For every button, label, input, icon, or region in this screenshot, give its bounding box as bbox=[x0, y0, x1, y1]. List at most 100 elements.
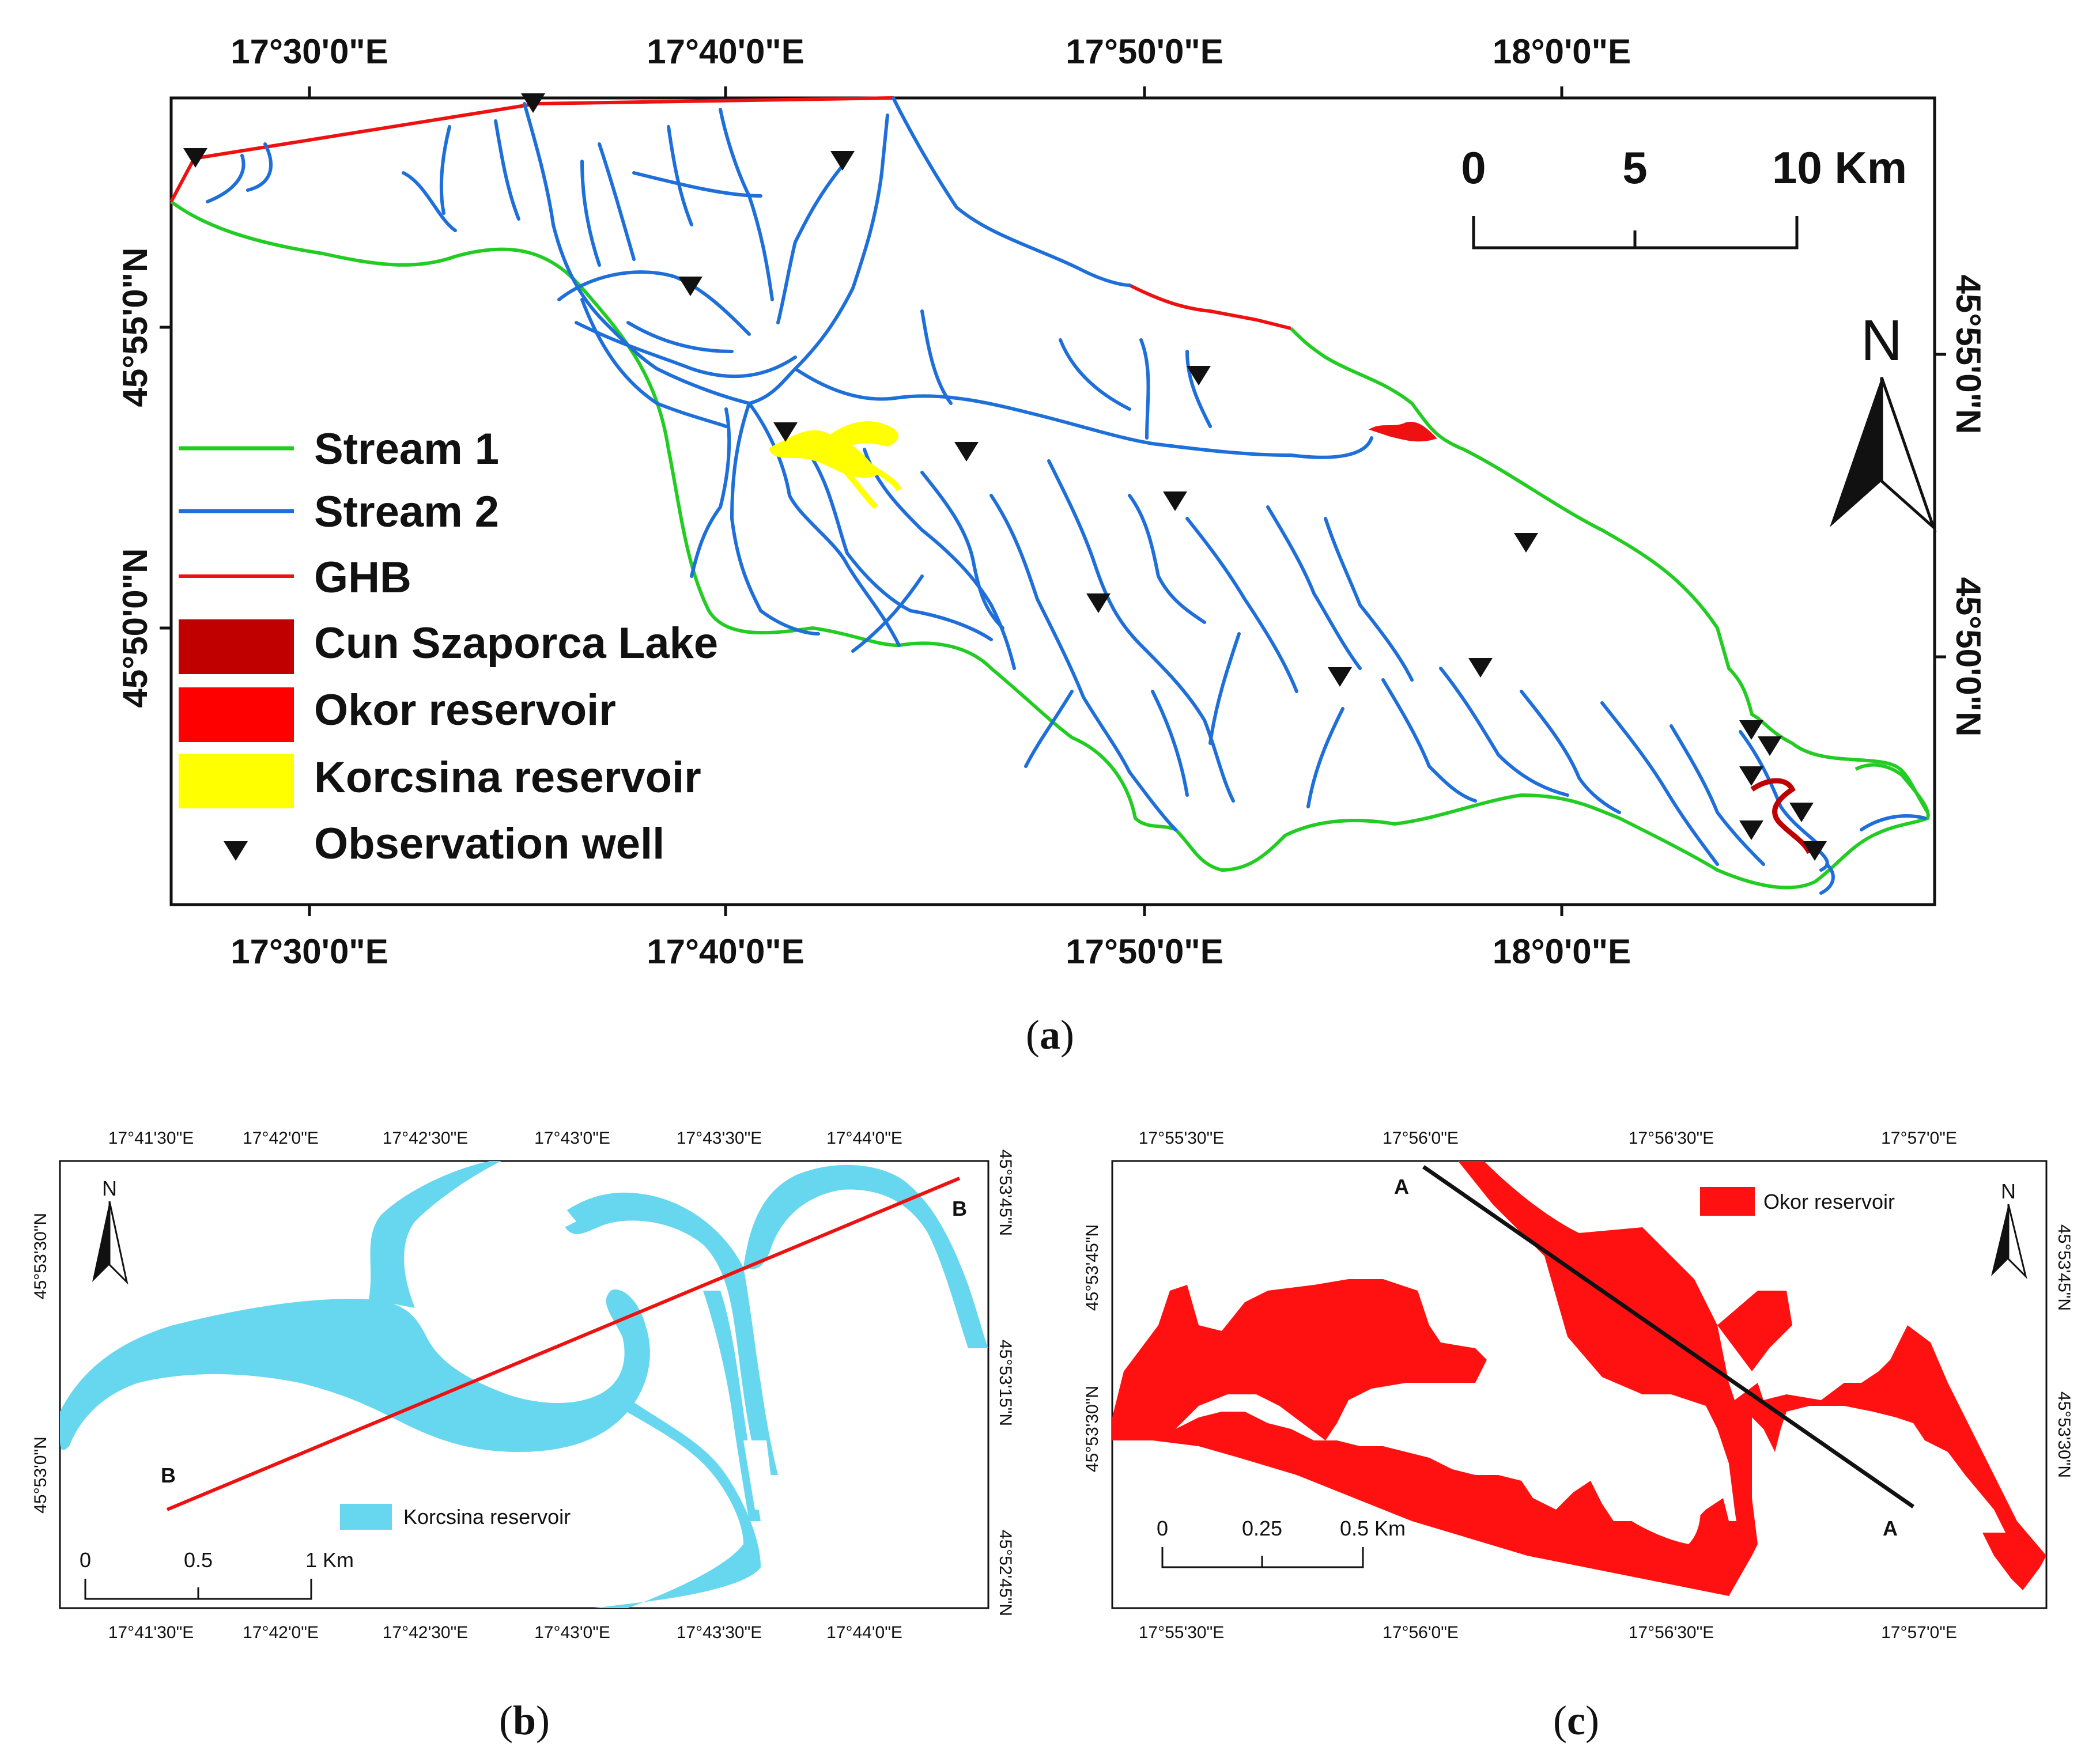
panel-b-caption: (b) bbox=[499, 1697, 550, 1744]
section-label-a-end: A bbox=[1883, 1516, 1898, 1540]
observation-well-marker bbox=[1803, 841, 1827, 861]
observation-well-marker bbox=[1468, 658, 1493, 678]
section-line-b bbox=[166, 1177, 961, 1511]
panel-c-island bbox=[1598, 1400, 1701, 1544]
north-label: N bbox=[1861, 308, 1902, 373]
stream-1-line bbox=[170, 200, 1930, 890]
panel-a-tick-marks bbox=[160, 86, 1946, 916]
legend-label: Cun Szaporca Lake bbox=[314, 619, 718, 668]
panel-b-legend-label: Korcsina reservoir bbox=[403, 1505, 571, 1529]
observation-well-marker bbox=[1187, 366, 1211, 385]
stream-2-network bbox=[206, 96, 1927, 895]
korcsina-reservoir-shape bbox=[60, 1161, 988, 1608]
panel-b-north-arrow-icon bbox=[92, 1201, 109, 1282]
panel-c-right-tick: 45°53'45"N bbox=[2054, 1224, 2073, 1311]
panel-a-frame bbox=[169, 96, 1936, 906]
observation-well-marker bbox=[1514, 533, 1538, 553]
observation-well-marker bbox=[773, 422, 798, 442]
panel-c-caption: (c) bbox=[1553, 1697, 1599, 1744]
panel-c-map: 17°55'30"E 17°56'0"E 17°56'30"E 17°57'0"… bbox=[1083, 1129, 2073, 1744]
panel-b-top-tick: 17°43'30"E bbox=[677, 1129, 762, 1148]
panel-b-bottom-tick: 17°43'0"E bbox=[534, 1623, 610, 1642]
panel-c-legend-label: Okor reservoir bbox=[1763, 1190, 1895, 1213]
panel-c-top-tick: 17°55'30"E bbox=[1139, 1129, 1225, 1148]
legend-swatch-okor bbox=[179, 687, 294, 742]
panel-a-top-tick: 17°50'0"E bbox=[1066, 32, 1223, 71]
panel-c-bottom-tick: 17°56'30"E bbox=[1629, 1623, 1714, 1642]
section-line-a bbox=[1422, 1165, 1914, 1508]
panel-b-top-tick: 17°44'0"E bbox=[826, 1129, 902, 1148]
panel-c-scale-bar bbox=[1161, 1547, 1364, 1568]
panel-a-top-tick: 17°30'0"E bbox=[231, 32, 388, 71]
legend-label: Korcsina reservoir bbox=[314, 753, 701, 802]
panel-c-left-tick: 45°53'30"N bbox=[1083, 1386, 1102, 1472]
panel-a-left-tick: 45°55'0"N bbox=[116, 248, 154, 407]
panel-b-left-tick: 45°53'0"N bbox=[31, 1436, 50, 1513]
panel-b-legend-swatch bbox=[340, 1504, 392, 1530]
panel-b-left-tick: 45°53'30"N bbox=[31, 1213, 50, 1299]
panel-a-bottom-tick: 17°30'0"E bbox=[231, 932, 388, 971]
panel-b-bottom-tick: 17°41'30"E bbox=[108, 1623, 194, 1642]
panel-b-map: 17°41'30"E 17°42'0"E 17°42'30"E 17°43'0"… bbox=[31, 1129, 1015, 1744]
panel-b-bottom-tick: 17°42'0"E bbox=[243, 1623, 319, 1642]
panel-a-bottom-tick: 17°50'0"E bbox=[1066, 932, 1223, 971]
panel-b-top-tick: 17°41'30"E bbox=[108, 1129, 194, 1148]
panel-c-legend-swatch bbox=[1700, 1187, 1755, 1216]
section-label-b-end: B bbox=[952, 1197, 967, 1220]
ghb-northeast-line bbox=[1128, 283, 1291, 330]
panel-b-scale-label: 0.5 bbox=[184, 1548, 213, 1572]
panel-c-top-tick: 17°56'30"E bbox=[1629, 1129, 1714, 1148]
panel-b-right-tick: 45°53'45"N bbox=[996, 1149, 1015, 1236]
legend-swatch-cun-szaporca bbox=[179, 619, 294, 674]
panel-a-right-tick: 45°50'0"N bbox=[1949, 577, 1988, 737]
panel-a-legend: Stream 1 Stream 2 GHB Cun Szaporca Lake … bbox=[179, 425, 718, 868]
panel-c-top-tick: 17°56'0"E bbox=[1383, 1129, 1459, 1148]
legend-label: Stream 1 bbox=[314, 425, 499, 474]
cun-szaporca-lake-patch bbox=[1750, 778, 1812, 854]
panel-c-bottom-tick: 17°56'0"E bbox=[1383, 1623, 1459, 1642]
panel-c-bottom-tick: 17°57'0"E bbox=[1881, 1623, 1957, 1642]
section-label-b-start: B bbox=[161, 1463, 176, 1487]
panel-a-map: 17°30'0"E 17°40'0"E 17°50'0"E 18°0'0"E bbox=[116, 32, 1988, 1058]
panel-a-north-arrow: N bbox=[1830, 308, 1937, 532]
panel-b-bottom-tick: 17°42'30"E bbox=[383, 1623, 469, 1642]
panel-c-north-label: N bbox=[2001, 1179, 2016, 1203]
observation-well-marker bbox=[830, 151, 855, 171]
panel-c-bottom-tick: 17°55'30"E bbox=[1139, 1623, 1225, 1642]
panel-b-top-tick: 17°43'0"E bbox=[534, 1129, 610, 1148]
observation-well-marker bbox=[1758, 736, 1782, 756]
panel-c-right-tick: 45°53'30"N bbox=[2054, 1391, 2073, 1478]
panel-b-right-tick: 45°53'15"N bbox=[996, 1340, 1015, 1426]
panel-a-scale-bar: 0 5 10 Km bbox=[1461, 142, 1907, 249]
legend-swatch-korcsina bbox=[179, 754, 294, 808]
ghb-north-line bbox=[169, 96, 894, 203]
panel-a-top-tick: 18°0'0"E bbox=[1493, 32, 1631, 71]
panel-b-top-tick: 17°42'30"E bbox=[383, 1129, 469, 1148]
panel-c-scale-label: 0 bbox=[1157, 1516, 1168, 1540]
legend-label: Observation well bbox=[314, 819, 664, 868]
panel-c-left-tick: 45°53'45"N bbox=[1083, 1224, 1102, 1311]
north-arrow-icon bbox=[1830, 377, 1882, 527]
panel-b-top-tick: 17°42'0"E bbox=[243, 1129, 319, 1148]
observation-well-marker bbox=[1789, 803, 1814, 822]
observation-wells bbox=[183, 93, 1827, 861]
scale-label: 5 bbox=[1622, 142, 1647, 193]
observation-well-marker bbox=[183, 148, 207, 168]
section-label-a-start: A bbox=[1394, 1175, 1409, 1198]
panel-b-gap bbox=[743, 1440, 775, 1510]
observation-well-marker bbox=[1163, 491, 1187, 511]
panel-b-right-tick: 45°52'45"N bbox=[996, 1530, 1015, 1616]
panel-a-bottom-tick: 17°40'0"E bbox=[647, 932, 805, 971]
observation-well-marker bbox=[1086, 593, 1111, 613]
panel-a-caption: (a) bbox=[1026, 1012, 1074, 1058]
observation-well-marker bbox=[954, 442, 979, 462]
panel-b-gap bbox=[539, 1204, 576, 1233]
panel-c-north-arrow-icon bbox=[1991, 1204, 2008, 1276]
legend-label: GHB bbox=[314, 553, 411, 602]
panel-a-top-tick: 17°40'0"E bbox=[647, 32, 805, 71]
panel-b-bottom-tick: 17°44'0"E bbox=[826, 1623, 902, 1642]
observation-well-marker bbox=[1739, 720, 1763, 740]
panel-c-top-tick: 17°57'0"E bbox=[1881, 1129, 1957, 1148]
panel-a-bottom-tick: 18°0'0"E bbox=[1493, 932, 1631, 971]
